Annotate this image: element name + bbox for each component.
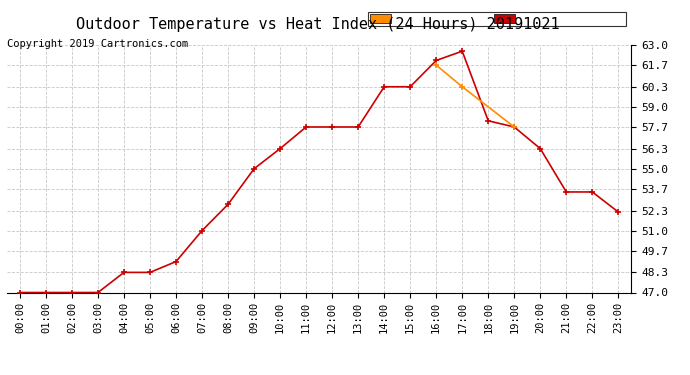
Text: Outdoor Temperature vs Heat Index (24 Hours) 20191021: Outdoor Temperature vs Heat Index (24 Ho…	[76, 17, 559, 32]
Legend: Heat Index  (°F), Temperature  (°F): Heat Index (°F), Temperature (°F)	[368, 12, 626, 26]
Text: Copyright 2019 Cartronics.com: Copyright 2019 Cartronics.com	[7, 39, 188, 50]
